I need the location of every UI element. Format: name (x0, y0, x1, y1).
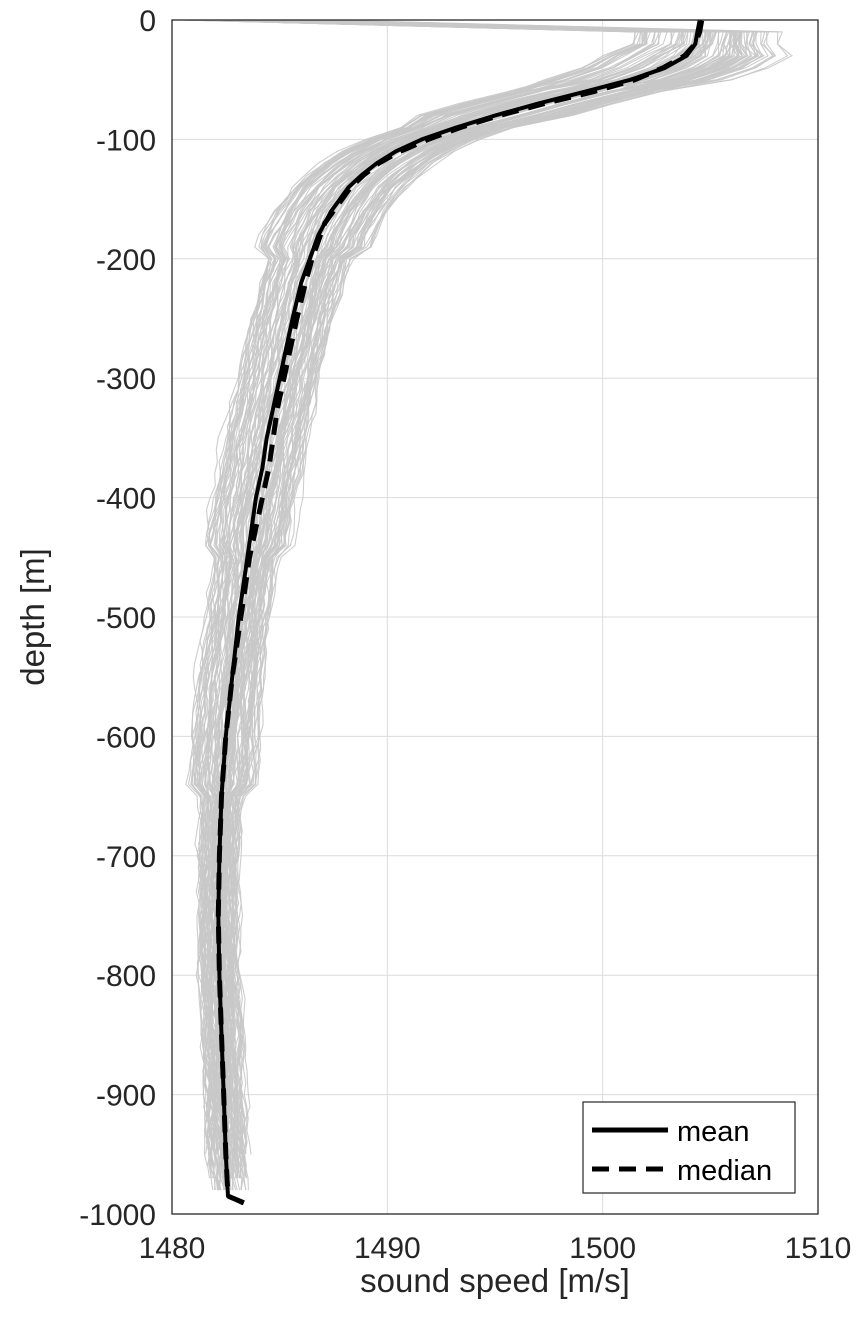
legend-box (582, 1101, 796, 1194)
y-tick-labels: 0 -100 -200 -300 -400 -500 -600 -700 -800 -900 -10… (79, 5, 156, 1232)
y-tick-label: -800 (96, 960, 156, 993)
x-tick-label: 1510 (785, 1232, 852, 1265)
y-tick-label: -400 (96, 483, 156, 516)
y-tick-label: -200 (96, 244, 156, 277)
profile-line (182, 19, 637, 1167)
x-axis-label: sound speed [m/s] (360, 1262, 630, 1299)
profile-line (221, 19, 728, 1191)
profile-line (228, 19, 765, 1167)
x-tick-label: 1480 (139, 1232, 206, 1265)
mean-line (216, 20, 702, 1206)
y-tick-label: -900 (96, 1080, 156, 1113)
y-tick-label: -100 (96, 124, 156, 157)
profile-line (233, 19, 789, 1191)
profile-line (198, 19, 668, 1155)
legend: mean median (582, 1101, 796, 1194)
x-tick-label: 1490 (354, 1232, 421, 1265)
profile-line (208, 19, 689, 1155)
y-tick-label: -1000 (79, 1199, 156, 1232)
y-tick-label: 0 (139, 5, 156, 38)
y-tick-label: -700 (96, 841, 156, 874)
y-axis-label: depth [m] (14, 548, 51, 686)
profile-line (226, 19, 735, 1191)
profile-line (192, 19, 648, 1155)
x-tick-label: 1500 (569, 1232, 636, 1265)
y-tick-label: -300 (96, 363, 156, 396)
profile-line (194, 19, 684, 1191)
profile-line (230, 19, 762, 1191)
profile-line (201, 19, 662, 1155)
statistic-series (215, 20, 705, 1206)
profile-line (230, 19, 740, 1155)
profile-line (182, 19, 636, 1167)
profile-line (206, 19, 717, 1167)
y-tick-label: -500 (96, 602, 156, 635)
legend-label-mean: mean (677, 1116, 750, 1148)
x-tick-labels: 1480 1490 1500 1510 (139, 1232, 852, 1265)
profile-line (221, 19, 737, 1167)
legend-label-median: median (677, 1155, 772, 1187)
plot-frame (171, 19, 819, 1215)
profile-line (182, 19, 640, 1179)
profile-line (221, 19, 758, 1179)
y-tick-label: -600 (96, 721, 156, 754)
